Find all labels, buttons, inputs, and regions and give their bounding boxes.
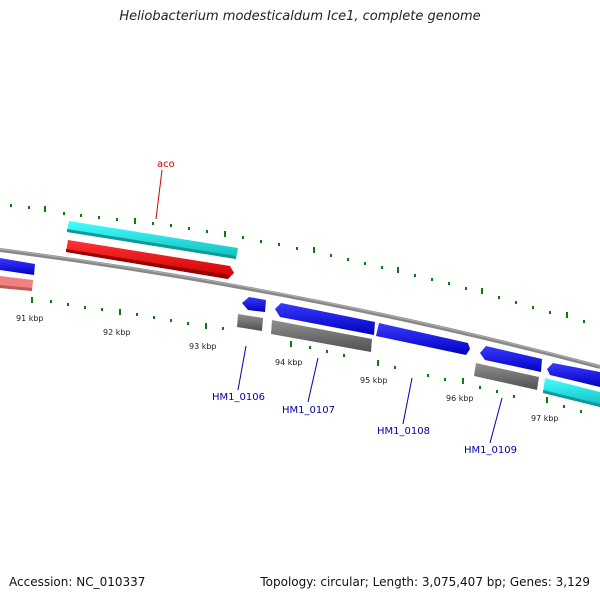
aco-leader-line bbox=[155, 169, 163, 220]
cds-feature-right[interactable] bbox=[547, 363, 600, 387]
hm1-0108-leader-line bbox=[402, 377, 413, 425]
genome-backbone bbox=[0, 248, 600, 369]
inner-tick-ruler bbox=[31, 297, 582, 413]
gene-feature-right-shade bbox=[543, 390, 600, 407]
gene-feature-left-shade bbox=[0, 285, 32, 291]
accession-text: Accession: NC_010337 bbox=[9, 575, 146, 589]
scale-label: 93 kbp bbox=[189, 342, 217, 351]
scale-label: 94 kbp bbox=[275, 358, 303, 367]
genome-backbone-highlight bbox=[0, 248, 600, 367]
gene-label-hm1-0107[interactable]: HM1_0107 bbox=[282, 405, 335, 416]
scale-label: 95 kbp bbox=[360, 376, 388, 385]
scale-label: 91 kbp bbox=[16, 314, 44, 323]
map-title: Heliobacterium modesticaldum Ice1, compl… bbox=[119, 9, 481, 24]
aco-gene-feature-shade bbox=[67, 229, 236, 259]
gene-label-hm1-0109[interactable]: HM1_0109 bbox=[464, 445, 517, 456]
scale-label: 92 kbp bbox=[103, 328, 131, 337]
hm1-0109-leader-line bbox=[489, 397, 503, 444]
gene-label-aco[interactable]: aco bbox=[157, 159, 175, 170]
scale-label: 96 kbp bbox=[446, 394, 474, 403]
hm1-0107-cds-feature[interactable] bbox=[275, 303, 375, 335]
gene-feature-right[interactable] bbox=[543, 378, 600, 407]
hm1-0109-gene-feature[interactable] bbox=[474, 363, 539, 390]
genome-summary-text: Topology: circular; Length: 3,075,407 bp… bbox=[260, 575, 590, 589]
hm1-0107-gene-feature[interactable] bbox=[271, 320, 372, 352]
hm1-0107-leader-line bbox=[307, 357, 319, 403]
hm1-0108-cds-feature[interactable] bbox=[376, 323, 470, 355]
gene-label-hm1-0106[interactable]: HM1_0106 bbox=[212, 392, 265, 403]
hm1-0106-cds-feature[interactable] bbox=[242, 297, 266, 312]
hm1-0109-cds-feature[interactable] bbox=[480, 346, 542, 372]
hm1-0106-leader-line bbox=[237, 345, 247, 391]
hm1-0106-gene-feature[interactable] bbox=[237, 314, 263, 331]
scale-label: 97 kbp bbox=[531, 414, 559, 423]
cds-feature-left[interactable] bbox=[0, 258, 35, 275]
outer-tick-ruler bbox=[10, 204, 585, 323]
aco-cds-feature-shade bbox=[66, 249, 229, 279]
gene-label-hm1-0108[interactable]: HM1_0108 bbox=[377, 426, 430, 437]
